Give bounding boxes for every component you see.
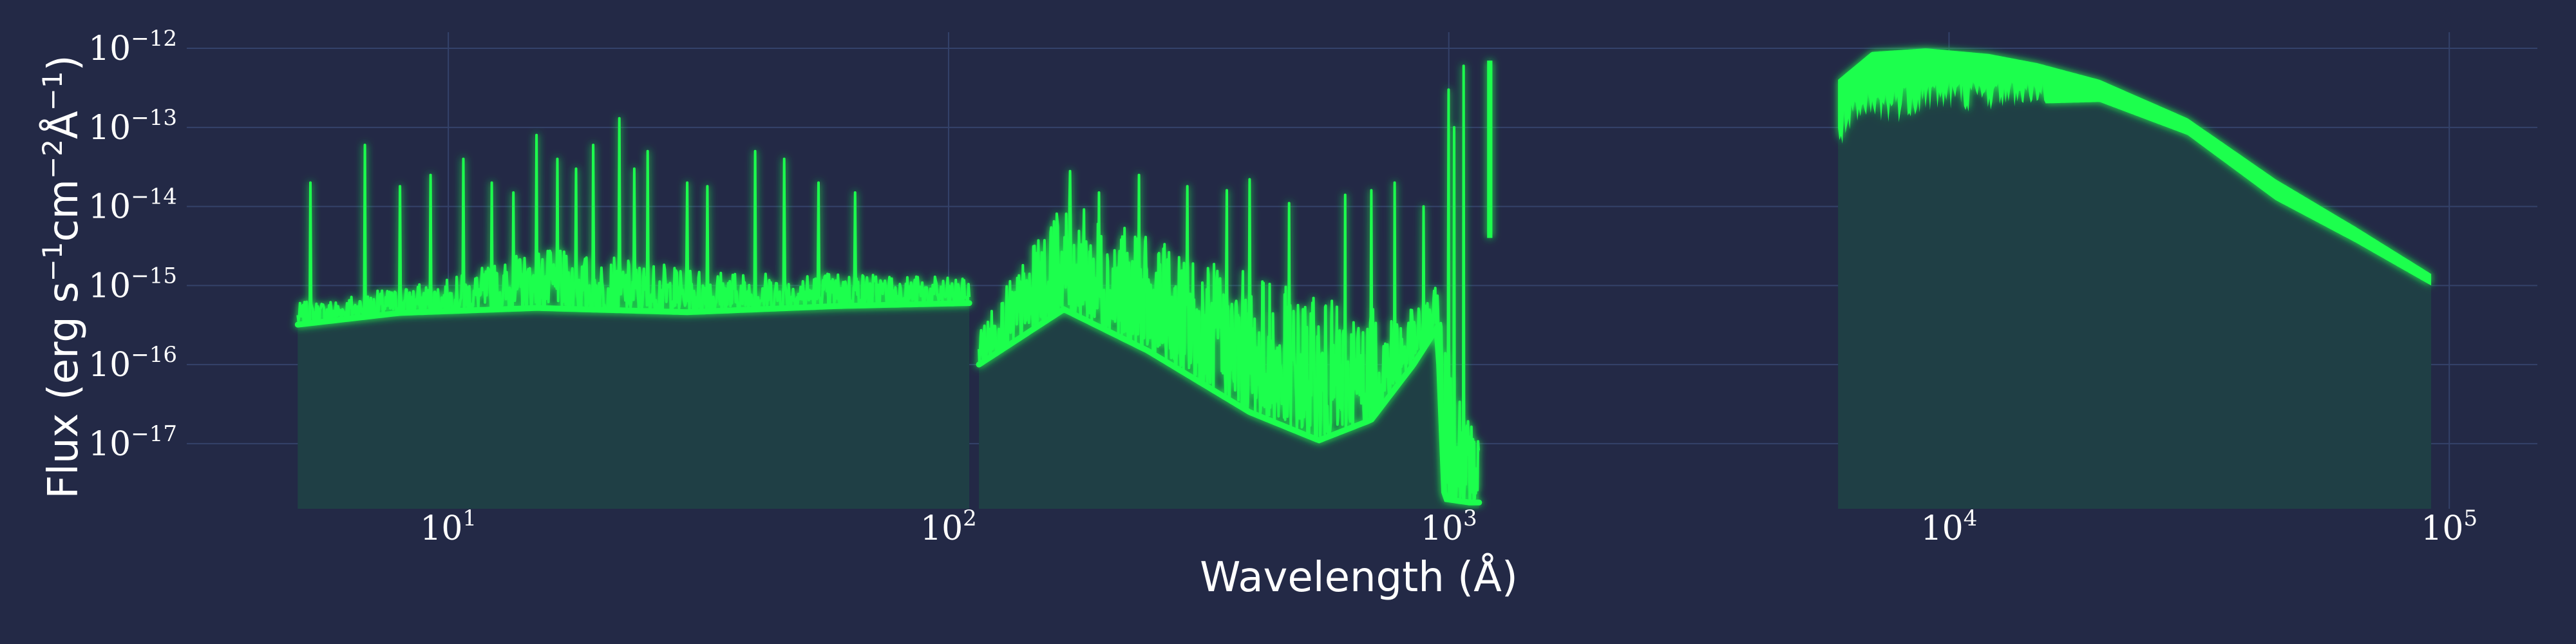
y-tick-labels: 10−12 10−13 10−14 10−15 10−16 10−17 xyxy=(88,26,177,464)
x-axis-label: Wavelength (Å) xyxy=(1200,553,1518,601)
continuum-line-1 xyxy=(976,306,1482,506)
flux-line-0 xyxy=(296,117,971,325)
x-tick-label-1: 102 xyxy=(920,506,977,548)
y-tick-label-2: 10−14 xyxy=(88,184,177,227)
flux-series xyxy=(294,48,2432,506)
emission-line-2-0 xyxy=(1487,61,1493,238)
x-tick-label-2: 103 xyxy=(1421,506,1477,548)
x-tick-label-3: 104 xyxy=(1921,506,1978,548)
y-axis-label: Flux (erg s−1​cm−2​Å−1​) xyxy=(37,55,88,498)
x-tick-label-0: 101 xyxy=(420,506,477,548)
y-tick-label-0: 10−12 xyxy=(88,26,177,68)
flux-band-3 xyxy=(1838,48,2432,286)
continuum-line-0 xyxy=(294,300,972,328)
y-tick-label-1: 10−13 xyxy=(88,105,177,147)
x-tick-label-4: 105 xyxy=(2421,506,2477,548)
y-tick-label-4: 10−16 xyxy=(88,342,177,384)
y-tick-label-3: 10−15 xyxy=(88,263,177,305)
y-tick-label-5: 10−17 xyxy=(88,421,177,464)
x-tick-labels: 101 102 103 104 105 xyxy=(420,506,2477,548)
fill-area-3 xyxy=(1838,48,2432,509)
